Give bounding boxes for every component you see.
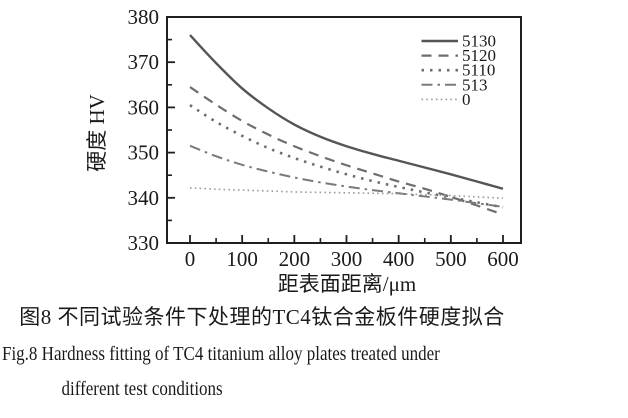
x-tick-label: 400 [383, 247, 415, 271]
axis-ticks [167, 16, 504, 244]
y-tick-label: 330 [128, 231, 160, 255]
y-tick-label: 360 [128, 95, 160, 119]
caption-english-line1: Fig.8 Hardness fitting of TC4 titanium a… [2, 343, 440, 365]
legend-item-513: 513 [421, 75, 488, 94]
x-axis-title: 距表面距离/μm [278, 272, 416, 296]
legend-item-5130: 5130 [421, 32, 496, 51]
legend-item-5110: 5110 [421, 61, 495, 80]
legend-item-0: 0 [421, 90, 471, 109]
series-513 [189, 144, 504, 208]
caption-english-line2: different test conditions [61, 378, 223, 400]
x-tick-label: 200 [279, 247, 311, 271]
caption-chinese: 图8 不同试验条件下处理的TC4钛合金板件硬度拟合 [19, 305, 505, 329]
y-tick-label: 340 [128, 186, 160, 210]
y-axis-title: 硬度 HV [85, 94, 109, 172]
x-tick-label: 100 [226, 247, 258, 271]
hardness-line-chart: 0 100 200 300 400 500 600 330 340 350 360 370 380 51… [85, 5, 522, 296]
legend-label: 5130 [462, 32, 496, 51]
x-tick-label: 300 [331, 247, 363, 271]
data-curves [189, 34, 504, 216]
series-5120 [189, 86, 504, 216]
y-tick-label: 350 [128, 141, 160, 165]
legend-label: 0 [462, 90, 471, 109]
legend-item-5120: 5120 [421, 46, 496, 65]
caption-english: Fig.8 Hardness fitting of TC4 titanium a… [2, 344, 529, 399]
y-tick-label: 370 [128, 50, 160, 74]
y-tick-label: 380 [128, 5, 160, 29]
x-tick-label: 500 [435, 247, 467, 271]
series-0 [189, 187, 504, 200]
axis-tick-labels: 0 100 200 300 400 500 600 330 340 350 360 370 380 [128, 5, 519, 271]
x-tick-label: 0 [185, 247, 196, 271]
legend-label: 5120 [462, 46, 496, 65]
legend-label: 513 [462, 75, 488, 94]
series-5110 [189, 104, 504, 209]
series-5130 [189, 34, 504, 190]
legend-label: 5110 [462, 61, 495, 80]
x-tick-label: 600 [487, 247, 519, 271]
